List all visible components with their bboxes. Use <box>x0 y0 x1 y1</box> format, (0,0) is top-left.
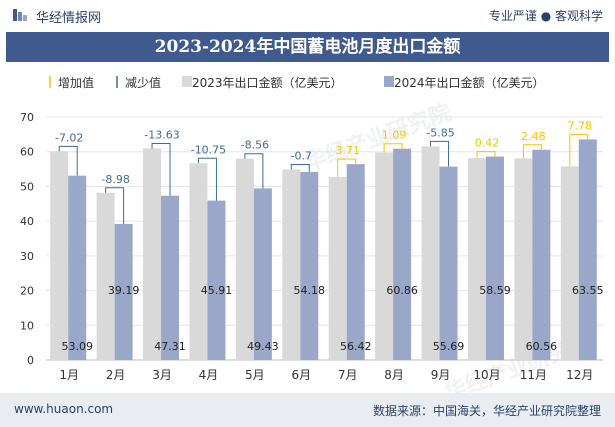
x-tick-label: 12月 <box>566 368 593 382</box>
bar-2024 <box>578 139 597 360</box>
difference-label: 1.09 <box>382 129 407 142</box>
difference-label: 3.71 <box>335 144 360 157</box>
increase-bracket <box>476 151 496 159</box>
y-tick-label: 20 <box>20 285 34 298</box>
decrease-bracket <box>105 187 125 224</box>
y-tick-label: 40 <box>20 215 34 228</box>
title-bar: 2023-2024年中国蓄电池月度出口金额 <box>6 32 609 62</box>
difference-label: -8.98 <box>101 173 129 186</box>
x-tick-label: 5月 <box>245 368 265 382</box>
x-tick-label: 11月 <box>520 368 547 382</box>
bar-2024 <box>439 166 458 360</box>
decrease-bracket <box>58 145 78 176</box>
legend-label-1: 减少值 <box>125 75 161 90</box>
bar-2024 <box>161 195 180 360</box>
difference-label: -13.63 <box>144 128 179 141</box>
decrease-bracket <box>151 142 171 196</box>
bar-2024 <box>68 175 87 360</box>
y-tick-label: 30 <box>20 250 34 263</box>
difference-label: 0.42 <box>475 137 500 150</box>
legend-2023-swatch <box>182 76 192 87</box>
difference-label: 2.48 <box>521 130 546 143</box>
difference-label: -7.02 <box>55 131 83 144</box>
huajing-logo-icon <box>13 9 27 21</box>
bar-2024 <box>346 164 365 360</box>
x-tick-label: 4月 <box>199 368 219 382</box>
value-label-2024: 55.69 <box>433 340 465 353</box>
bar-2023 <box>282 169 301 360</box>
bar-2023 <box>189 163 208 360</box>
legend-2024-swatch <box>384 76 394 87</box>
bar-2023 <box>235 158 254 360</box>
bar-2024 <box>485 156 504 360</box>
value-label-2024: 60.56 <box>526 340 558 353</box>
value-label-2024: 53.09 <box>61 340 93 353</box>
y-tick-label: 70 <box>20 111 34 124</box>
slogan: 专业严谨 ● 客观科学 <box>488 9 603 23</box>
footer-bar: www.huaon.com 数据来源：中国海关，华经产业研究院整理 <box>0 393 615 427</box>
data-source: 数据来源：中国海关，华经产业研究院整理 <box>372 404 601 418</box>
x-tick-label: 7月 <box>338 368 358 382</box>
bar-2023 <box>143 148 162 360</box>
bar-2024 <box>393 148 412 360</box>
bar-2024 <box>532 149 551 360</box>
website-url: www.huaon.com <box>14 402 114 416</box>
x-tick-label: 2月 <box>106 368 126 382</box>
difference-label: 7.78 <box>568 119 593 132</box>
x-tick-label: 8月 <box>384 368 404 382</box>
bar-2023 <box>514 158 533 360</box>
top-bar: 华经情报网 专业严谨 ● 客观科学 <box>0 0 615 30</box>
value-label-2024: 60.86 <box>386 284 418 297</box>
x-tick-label: 3月 <box>152 368 172 382</box>
y-tick-label: 0 <box>27 354 34 367</box>
value-label-2024: 63.55 <box>572 284 604 297</box>
value-label-2024: 47.31 <box>154 340 186 353</box>
brand-name: 华经情报网 <box>36 11 102 26</box>
value-label-2024: 56.42 <box>340 340 372 353</box>
decrease-bracket <box>197 157 217 201</box>
bar-2023 <box>467 158 486 360</box>
bar-2023 <box>560 166 579 360</box>
bar-2023 <box>96 192 115 360</box>
legend-label-0: 增加值 <box>58 75 94 90</box>
bar-2023 <box>421 146 440 360</box>
difference-label: -10.75 <box>191 143 226 156</box>
increase-bracket <box>383 143 403 153</box>
increase-bracket <box>337 158 357 178</box>
bar-2023 <box>50 151 69 360</box>
x-tick-label: 10月 <box>473 368 500 382</box>
bar-2024 <box>300 171 319 360</box>
bar-2023 <box>375 152 394 360</box>
bar-2024 <box>207 200 226 360</box>
value-label-2024: 49.43 <box>247 340 279 353</box>
legend-label-3: 2024年出口金额（亿美元） <box>394 75 545 90</box>
difference-label: -8.56 <box>241 139 269 152</box>
bar-2023 <box>328 177 347 360</box>
y-tick-label: 60 <box>20 146 34 159</box>
difference-label: -0.7 <box>291 149 312 162</box>
decrease-bracket <box>244 153 264 189</box>
x-tick-label: 6月 <box>291 368 311 382</box>
bar-chart: 增加值 减少值 2023年出口金额（亿美元） 2024年出口金额（亿美元） 0 10 20 3… <box>20 75 604 382</box>
chart-title: 2023-2024年中国蓄电池月度出口金额 <box>154 37 461 57</box>
decrease-bracket <box>290 163 310 172</box>
difference-label: -5.85 <box>426 126 454 139</box>
decrease-bracket <box>430 140 450 167</box>
x-tick-label: 1月 <box>59 368 79 382</box>
bar-2024 <box>253 188 272 360</box>
value-label-2024: 54.18 <box>294 284 326 297</box>
value-label-2024: 58.59 <box>479 284 511 297</box>
x-tick-label: 9月 <box>431 368 451 382</box>
legend-label-2: 2023年出口金额（亿美元） <box>192 75 343 90</box>
y-tick-label: 50 <box>20 180 34 193</box>
y-tick-label: 10 <box>20 319 34 332</box>
value-label-2024: 45.91 <box>201 284 233 297</box>
increase-bracket <box>569 133 589 167</box>
increase-bracket <box>522 144 542 159</box>
value-label-2024: 39.19 <box>108 284 140 297</box>
bar-2024 <box>114 223 133 360</box>
